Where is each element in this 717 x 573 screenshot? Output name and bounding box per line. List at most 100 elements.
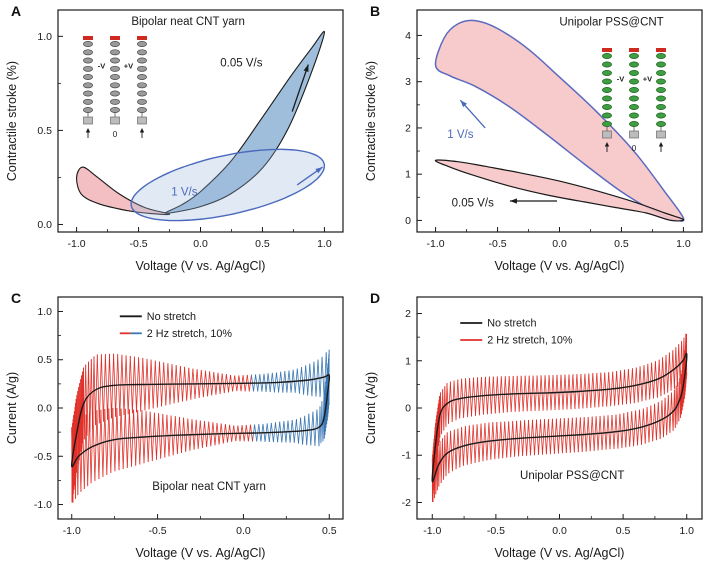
yarn-coil — [602, 70, 612, 76]
x-axis-label: Voltage (V vs. Ag/AgCl) — [495, 546, 625, 560]
yarn-coil — [137, 65, 147, 72]
yarn-coil — [629, 121, 639, 127]
yarn-coil — [602, 121, 612, 127]
x-axis-label: Voltage (V vs. Ag/AgCl) — [495, 259, 625, 273]
yarn-coil — [83, 107, 93, 113]
series-no-stretch — [431, 352, 688, 483]
slow-rate-label: 0.05 V/s — [220, 57, 262, 69]
yarn-coil — [656, 87, 666, 93]
yarn-coil — [137, 49, 147, 56]
yarn-schematic-inset: 0 -V +V — [602, 48, 666, 153]
svg-text:-0.5: -0.5 — [488, 238, 506, 250]
svg-text:1.0: 1.0 — [37, 31, 52, 43]
yarn-cap — [656, 48, 666, 52]
direction-arrow — [291, 64, 309, 112]
svg-text:0.0: 0.0 — [37, 403, 52, 415]
svg-text:0.0: 0.0 — [236, 525, 251, 537]
x-axis-label: Voltage (V vs. Ag/AgCl) — [136, 546, 266, 560]
yarn-coil — [137, 98, 147, 105]
yarn-coil — [656, 95, 666, 102]
yarn-coil — [629, 70, 639, 76]
yarn-coil — [83, 57, 93, 64]
yarn-coil — [602, 112, 612, 119]
yarn-coil — [110, 49, 120, 56]
yarn-coil — [629, 104, 639, 110]
svg-text:0.5: 0.5 — [37, 125, 52, 137]
legend: No stretch 2 Hz stretch, 10% — [119, 311, 232, 340]
svg-text:+V: +V — [124, 62, 133, 71]
yarn-cap — [602, 48, 612, 52]
yarn-coil — [629, 53, 639, 59]
svg-text:-1.0: -1.0 — [63, 525, 81, 537]
yarn-coil — [656, 53, 666, 59]
yarn-coil — [137, 90, 147, 97]
svg-text:0: 0 — [113, 130, 118, 139]
yarn-coil — [110, 107, 120, 113]
direction-arrowhead — [303, 64, 309, 73]
svg-text:1.0: 1.0 — [679, 525, 694, 537]
svg-text:+V: +V — [643, 74, 652, 83]
series-0-05-v-s-positive-lobe — [164, 30, 325, 214]
weight — [83, 116, 93, 125]
yarn-coil — [137, 74, 147, 80]
yarn-coil — [602, 61, 612, 68]
yarn-coil — [629, 61, 639, 68]
svg-text:0.5: 0.5 — [616, 525, 631, 537]
svg-text:1: 1 — [405, 355, 411, 367]
series-1-v-s-loop — [130, 148, 326, 222]
yarn-coil — [137, 41, 147, 47]
x-axis-label: Voltage (V vs. Ag/AgCl) — [136, 259, 266, 273]
panel-c-chart: -1.0 -0.5 0.0 0.5 -1.0 -0.5 0.0 0.5 1.0 Voltage (… — [5, 296, 344, 560]
svg-text:0.5: 0.5 — [37, 354, 52, 366]
yarn-coil — [110, 98, 120, 105]
weight — [137, 116, 147, 125]
yarn-coil — [137, 82, 147, 89]
svg-text:-V: -V — [98, 62, 106, 71]
y-axis-label: Contractile stroke (%) — [364, 61, 378, 181]
panel-b: B -1.0 -0.5 0.0 0.5 1.0 0 1 2 3 4 Voltage (V vs. A… — [359, 0, 717, 287]
yarn-coil — [110, 74, 120, 80]
yarn-schematic-inset: 0 -V +V — [83, 36, 147, 139]
yarn-coil — [656, 104, 666, 110]
y-axis-label: Current (A/g) — [5, 372, 19, 444]
weight — [602, 130, 612, 139]
legend: No stretch 2 Hz stretch, 10% — [460, 317, 573, 346]
svg-text:1.0: 1.0 — [317, 238, 332, 250]
yarn-coil — [83, 41, 93, 47]
svg-text:-1.0: -1.0 — [427, 238, 445, 250]
panel-b-chart: -1.0 -0.5 0.0 0.5 1.0 0 1 2 3 4 Voltage (V vs. Ag/… — [364, 9, 703, 273]
panel-c: C -1.0 -0.5 0.0 0.5 -1.0 -0.5 0.0 0.5 1.0 Voltage… — [0, 287, 359, 573]
yarn-coil — [110, 82, 120, 89]
yarn-coil — [656, 112, 666, 119]
svg-text:1.0: 1.0 — [676, 238, 691, 250]
svg-text:-1.0: -1.0 — [34, 499, 52, 511]
yarn-coil — [83, 74, 93, 80]
panel-b-letter: B — [370, 3, 381, 19]
svg-text:3: 3 — [405, 76, 411, 88]
direction-arrowhead — [315, 167, 323, 174]
weight — [110, 116, 120, 125]
svg-text:0.0: 0.0 — [552, 525, 567, 537]
yarn-coil — [110, 41, 120, 47]
svg-text:-0.5: -0.5 — [129, 238, 147, 250]
panel-a-chart: -1.0 -0.5 0.0 0.5 1.0 0.0 0.5 1.0 Voltage (V vs.… — [5, 9, 344, 273]
series-2-hz-stretch-10 — [71, 349, 330, 503]
panel-title: Unipolar PSS@CNT — [520, 470, 624, 482]
yarn-coil — [629, 87, 639, 93]
yarn-coil — [137, 57, 147, 64]
yarn-coil — [629, 78, 639, 85]
series-0-05-v-s-negative-lobe — [76, 166, 171, 216]
legend-label-2-hz-stretch-10: 2 Hz stretch, 10% — [487, 334, 573, 346]
yarn-coil — [83, 49, 93, 56]
panel-d: D -1.0 -0.5 0.0 0.5 1.0 -2 -1 0 1 2 Voltage (V vs.… — [359, 287, 717, 573]
fast-rate-label: 1 V/s — [171, 186, 197, 198]
yarn-coil — [83, 98, 93, 105]
yarn-coil — [602, 53, 612, 59]
svg-text:4: 4 — [405, 30, 411, 42]
yarn-coil — [602, 104, 612, 110]
yarn-cap — [629, 48, 639, 52]
yarn-coil — [656, 61, 666, 68]
svg-text:0.0: 0.0 — [193, 238, 208, 250]
yarn-cap — [110, 36, 120, 40]
panel-title: Unipolar PSS@CNT — [559, 16, 663, 28]
